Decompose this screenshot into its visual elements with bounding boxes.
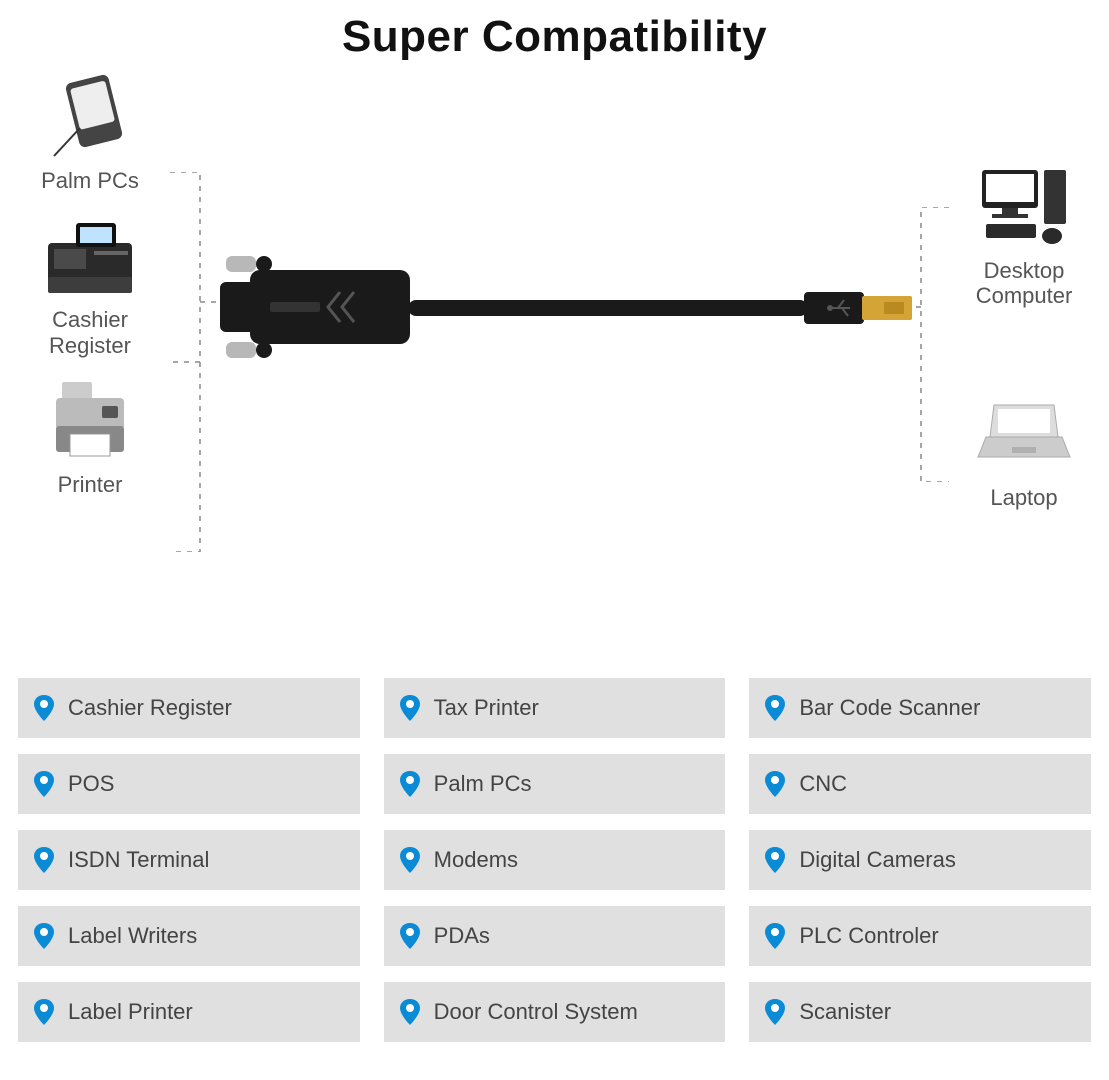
compat-item: CNC [749,754,1091,814]
left-dashed-bracket [170,172,220,552]
compat-item-label: Palm PCs [434,771,532,797]
compat-item: PDAs [384,906,726,966]
left-devices-column: Palm PCs Cashier Register [10,72,170,497]
pin-icon [400,771,420,797]
compatibility-diagram: Palm PCs Cashier Register [0,62,1109,652]
pin-icon [34,695,54,721]
compat-item: Label Writers [18,906,360,966]
pin-icon [765,923,785,949]
device-palm-pc: Palm PCs [10,72,170,193]
desktop-icon [974,162,1074,252]
register-icon [40,211,140,301]
compat-item: PLC Controler [749,906,1091,966]
page-title: Super Compatibility [0,0,1109,62]
pin-icon [400,847,420,873]
device-printer: Printer [10,376,170,497]
compat-item: Scanister [749,982,1091,1042]
device-label: Palm PCs [41,168,139,193]
cable-illustration [220,252,940,362]
device-label: Laptop [990,485,1057,510]
compat-item-label: Bar Code Scanner [799,695,980,721]
compat-item: Tax Printer [384,678,726,738]
laptop-icon [974,389,1074,479]
device-laptop: Laptop [949,389,1099,510]
device-label: Printer [58,472,123,497]
compat-item-label: Label Printer [68,999,193,1025]
device-label: Cashier Register [10,307,170,358]
compat-item: Digital Cameras [749,830,1091,890]
pin-icon [765,847,785,873]
compat-item: Label Printer [18,982,360,1042]
compat-item: Cashier Register [18,678,360,738]
compat-item-label: Cashier Register [68,695,232,721]
compat-item-label: Tax Printer [434,695,539,721]
compatibility-grid: Cashier Register Tax Printer Bar Code Sc… [18,678,1091,1042]
compat-item-label: Digital Cameras [799,847,956,873]
compat-item: ISDN Terminal [18,830,360,890]
pin-icon [34,999,54,1025]
pin-icon [400,999,420,1025]
palm-icon [40,72,140,162]
pin-icon [765,695,785,721]
compat-item-label: PLC Controler [799,923,938,949]
compat-item: Palm PCs [384,754,726,814]
device-desktop: Desktop Computer [949,162,1099,309]
pin-icon [400,923,420,949]
pin-icon [765,999,785,1025]
compat-item-label: POS [68,771,114,797]
device-cashier-register: Cashier Register [10,211,170,358]
device-label: Desktop Computer [949,258,1099,309]
compat-item-label: CNC [799,771,847,797]
pin-icon [34,923,54,949]
printer-icon [40,376,140,466]
compat-item-label: Label Writers [68,923,197,949]
compat-item: POS [18,754,360,814]
pin-icon [34,771,54,797]
compat-item: Door Control System [384,982,726,1042]
compat-item-label: Scanister [799,999,891,1025]
compat-item: Modems [384,830,726,890]
right-devices-column: Desktop Computer Laptop [949,162,1099,510]
compat-item-label: PDAs [434,923,490,949]
compat-item-label: Door Control System [434,999,638,1025]
pin-icon [34,847,54,873]
compat-item: Bar Code Scanner [749,678,1091,738]
pin-icon [400,695,420,721]
compat-item-label: ISDN Terminal [68,847,209,873]
compat-item-label: Modems [434,847,518,873]
pin-icon [765,771,785,797]
